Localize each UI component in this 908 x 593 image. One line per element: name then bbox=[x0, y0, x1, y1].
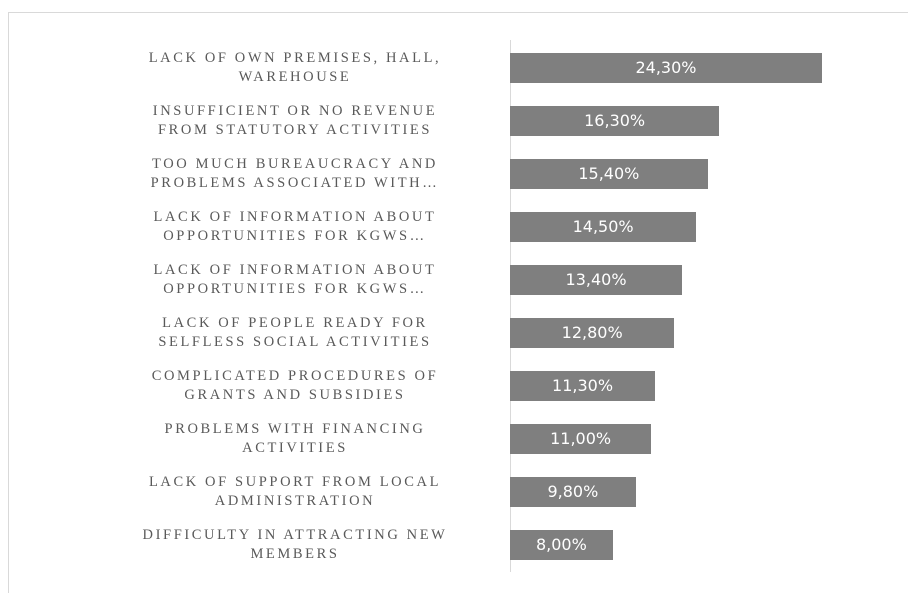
value-label: 8,00% bbox=[535, 535, 587, 554]
category-label: TOO MUCH BUREAUCRACY AND PROBLEMS ASSOCI… bbox=[150, 156, 440, 191]
bar bbox=[510, 530, 613, 560]
value-label: 14,50% bbox=[572, 217, 634, 236]
value-label: 12,80% bbox=[561, 323, 623, 342]
category-axis bbox=[510, 40, 511, 572]
category-label: LACK OF INFORMATION ABOUT OPPORTUNITIES … bbox=[153, 209, 437, 244]
bar bbox=[510, 424, 652, 454]
value-label: 9,80% bbox=[547, 482, 599, 501]
chart-frame bbox=[8, 12, 908, 593]
category-label: PROBLEMS WITH FINANCING ACTIVITIES bbox=[164, 421, 426, 456]
bar bbox=[510, 106, 720, 136]
category-label: LACK OF INFORMATION ABOUT OPPORTUNITIES … bbox=[153, 262, 437, 297]
category-label: INSUFFICIENT OR NO REVENUE FROM STATUTOR… bbox=[152, 103, 438, 138]
value-label: 11,00% bbox=[550, 429, 612, 448]
value-label: 13,40% bbox=[565, 270, 627, 289]
category-label: DIFFICULTY IN ATTRACTING NEW MEMBERS bbox=[142, 527, 448, 562]
bar bbox=[510, 212, 697, 242]
value-label: 24,30% bbox=[635, 58, 697, 77]
category-label: LACK OF SUPPORT FROM LOCAL ADMINISTRATIO… bbox=[148, 474, 442, 509]
value-label: 15,40% bbox=[578, 164, 640, 183]
bar bbox=[510, 265, 683, 295]
category-label: COMPLICATED PROCEDURES OF GRANTS AND SUB… bbox=[151, 368, 439, 403]
value-label: 16,30% bbox=[584, 111, 646, 130]
bar bbox=[510, 159, 708, 189]
category-label: LACK OF OWN PREMISES, HALL, WAREHOUSE bbox=[148, 50, 442, 85]
category-label: LACK OF PEOPLE READY FOR SELFLESS SOCIAL… bbox=[158, 315, 432, 350]
bar bbox=[510, 53, 822, 83]
bar bbox=[510, 371, 656, 401]
bar bbox=[510, 318, 675, 348]
value-label: 11,30% bbox=[552, 376, 614, 395]
bar bbox=[510, 477, 636, 507]
